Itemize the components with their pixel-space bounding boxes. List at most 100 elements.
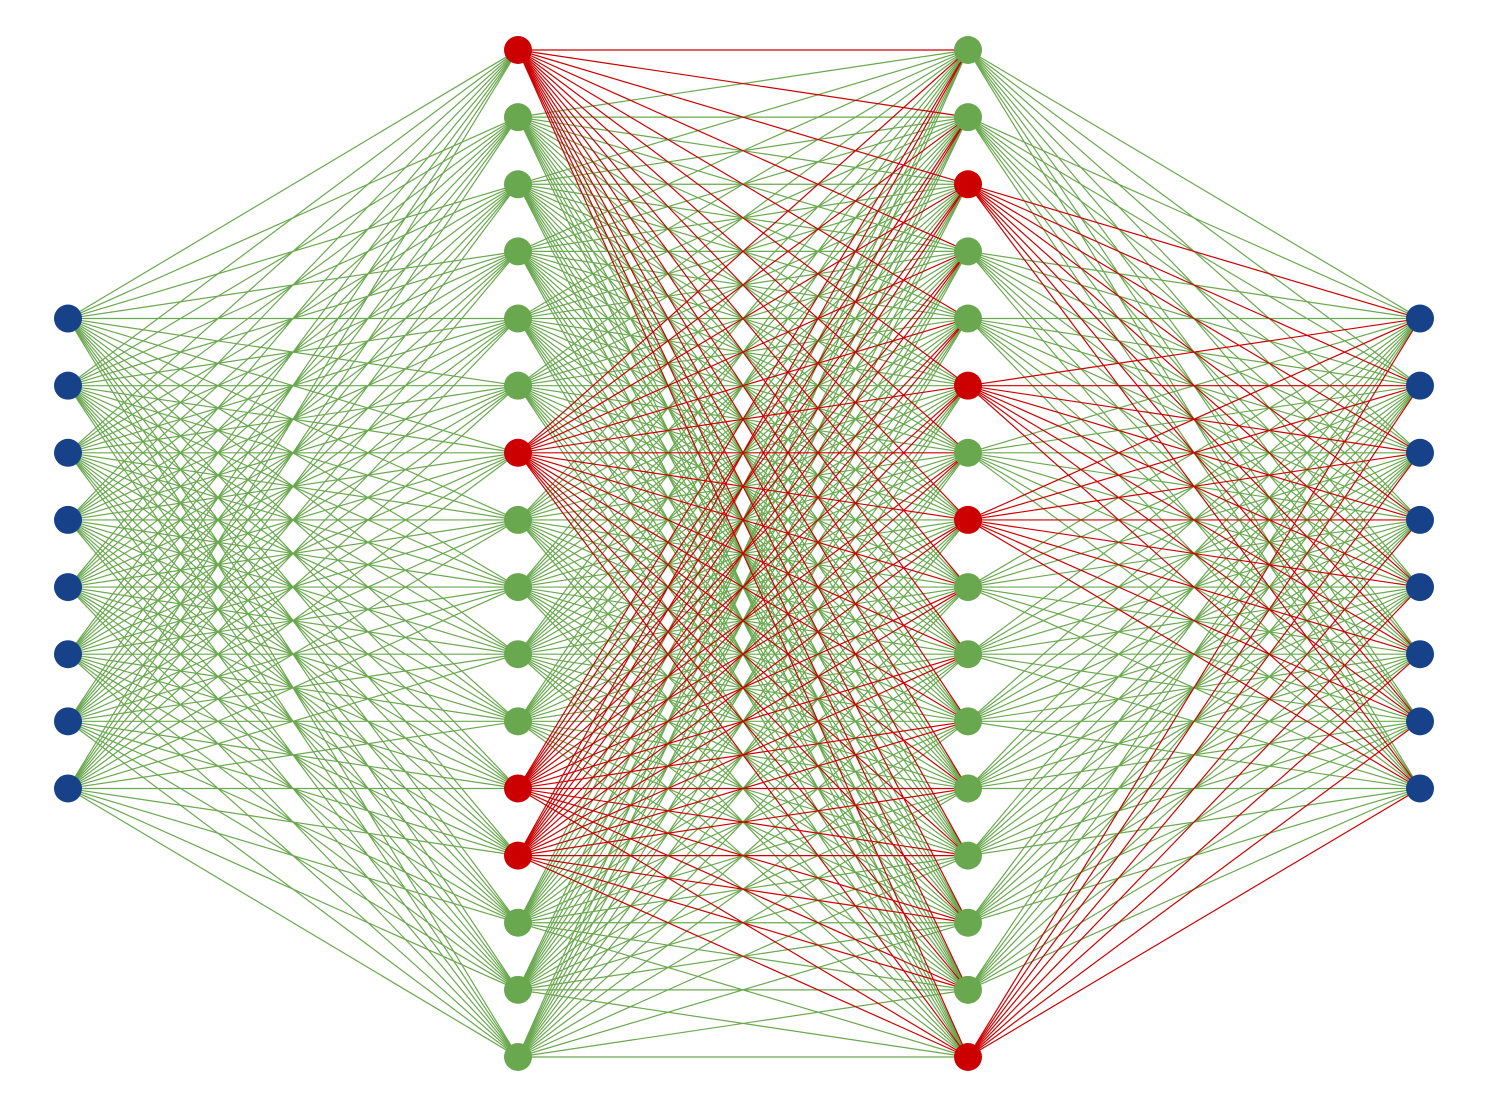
highlight-edge [967,183,1421,387]
highlight-edge [517,116,969,856]
node [54,774,82,803]
edge [67,251,519,789]
node [504,170,532,199]
node [504,707,532,736]
highlight-edge [967,385,1421,1058]
edge [67,49,519,789]
node [1406,707,1434,736]
highlight-edge [517,49,969,789]
node [954,438,982,467]
node [54,438,82,467]
edge [67,49,519,655]
node [954,237,982,266]
edge [67,787,519,1058]
highlight-edge [517,452,969,857]
highlight-edge [967,385,1421,521]
edge [67,49,519,454]
edge [67,385,519,789]
highlight-edge [517,183,969,856]
highlight-node [504,438,532,467]
highlight-edge [517,49,969,320]
edge [67,49,519,521]
node [504,908,532,937]
highlight-edge [517,49,969,252]
highlight-node [954,170,982,199]
node [54,371,82,400]
highlight-edge [967,317,1421,521]
highlight-edge [517,49,969,454]
node [954,975,982,1004]
highlight-edge [517,385,969,857]
edge [67,49,519,588]
node [504,975,532,1004]
edge [67,586,519,790]
highlight-edge [967,318,1421,1058]
edge [67,787,519,924]
node [1406,505,1434,534]
highlight-edge [967,586,1421,1058]
node [954,841,982,870]
node [54,707,82,736]
node [954,707,982,736]
highlight-node [954,505,982,534]
highlight-edge [517,855,969,924]
edge [67,787,519,991]
highlight-edge [967,317,1421,387]
node [1406,640,1434,669]
edge [67,116,519,789]
highlight-edge [517,318,969,856]
highlight-edge [517,49,969,387]
edge [67,519,519,789]
edge [517,989,969,1058]
highlight-edge [967,519,1421,655]
node [504,103,532,132]
node [954,103,982,132]
highlight-node [504,36,532,64]
highlight-edge [967,519,1421,789]
highlight-node [954,1043,982,1071]
node [1406,573,1434,602]
highlight-edge [967,452,1421,521]
edge [67,49,519,722]
edge [967,49,1421,320]
node [954,640,982,669]
node [954,36,982,64]
highlight-edge [517,855,969,1058]
highlight-edge [967,653,1421,1058]
node [504,371,532,400]
node [504,237,532,266]
node [1406,774,1434,803]
highlight-edge [517,519,969,857]
node [504,304,532,333]
node [504,1043,532,1071]
edge [67,720,519,790]
highlight-edge [517,720,969,857]
node [1406,371,1434,400]
node [504,505,532,534]
highlight-edge [517,653,969,857]
edge [67,49,519,387]
highlight-edge [967,519,1421,722]
highlight-edge [517,49,969,118]
node [54,304,82,333]
highlight-edge [967,519,1421,588]
highlight-edge [517,251,969,856]
node [954,573,982,602]
highlight-edge [517,586,969,857]
edge [517,922,969,1058]
node [954,908,982,937]
highlight-node [504,774,532,803]
node [54,640,82,669]
highlight-edge [517,49,969,856]
nodes [54,36,1434,1071]
node [54,505,82,534]
highlight-edge [967,519,1421,1058]
edge [67,318,519,789]
edge [67,452,519,789]
highlight-edge [967,720,1421,1058]
edge [967,116,1421,320]
node [1406,304,1434,333]
edge [67,787,519,857]
node [54,573,82,602]
